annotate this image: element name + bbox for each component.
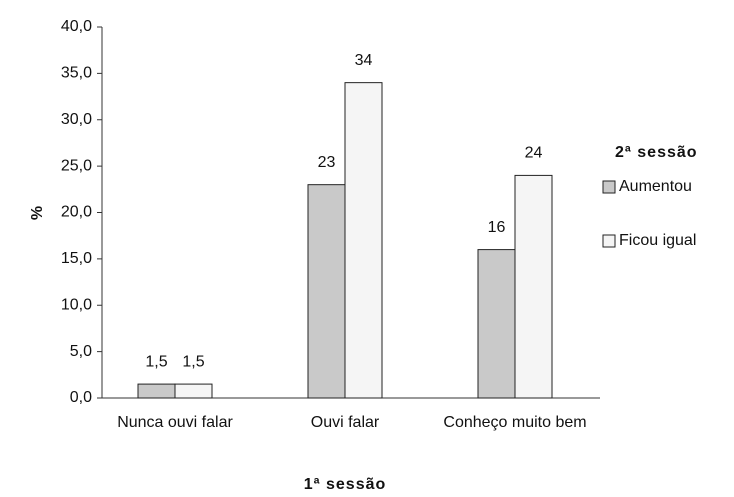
bar	[307, 184, 346, 399]
y-axis-label: %	[29, 206, 46, 220]
x-axis-label: 1ª sessão	[304, 476, 387, 493]
legend-swatch	[602, 180, 616, 194]
y-tick-label: 20,0	[61, 204, 92, 221]
value-label: 34	[355, 52, 373, 69]
y-tick-label: 0,0	[70, 389, 92, 406]
y-tick-label: 10,0	[61, 296, 92, 313]
legend-label: Ficou igual	[619, 232, 696, 249]
value-label: 24	[525, 145, 543, 162]
bar	[137, 383, 176, 399]
y-tick-label: 25,0	[61, 157, 92, 174]
bar	[514, 174, 553, 399]
x-tick-label: Conheço muito bem	[443, 414, 587, 431]
legend-swatch	[602, 234, 616, 248]
x-tick-label: Nunca ouvi falar	[117, 414, 233, 431]
y-tick-label: 15,0	[61, 250, 92, 267]
bar	[477, 249, 516, 399]
legend-title: 2ª sessão	[615, 144, 698, 161]
x-tick-label: Ouvi falar	[310, 414, 380, 431]
y-tick-label: 5,0	[70, 343, 92, 360]
y-tick-label: 40,0	[61, 18, 92, 35]
legend-label: Aumentou	[619, 178, 692, 195]
value-label: 23	[318, 154, 336, 171]
value-label: 1,5	[182, 353, 204, 370]
y-tick-label: 35,0	[61, 65, 92, 82]
value-label: 16	[488, 219, 506, 236]
bar	[344, 82, 383, 399]
bar	[174, 383, 213, 399]
y-tick-label: 30,0	[61, 111, 92, 128]
value-label: 1,5	[145, 353, 167, 370]
